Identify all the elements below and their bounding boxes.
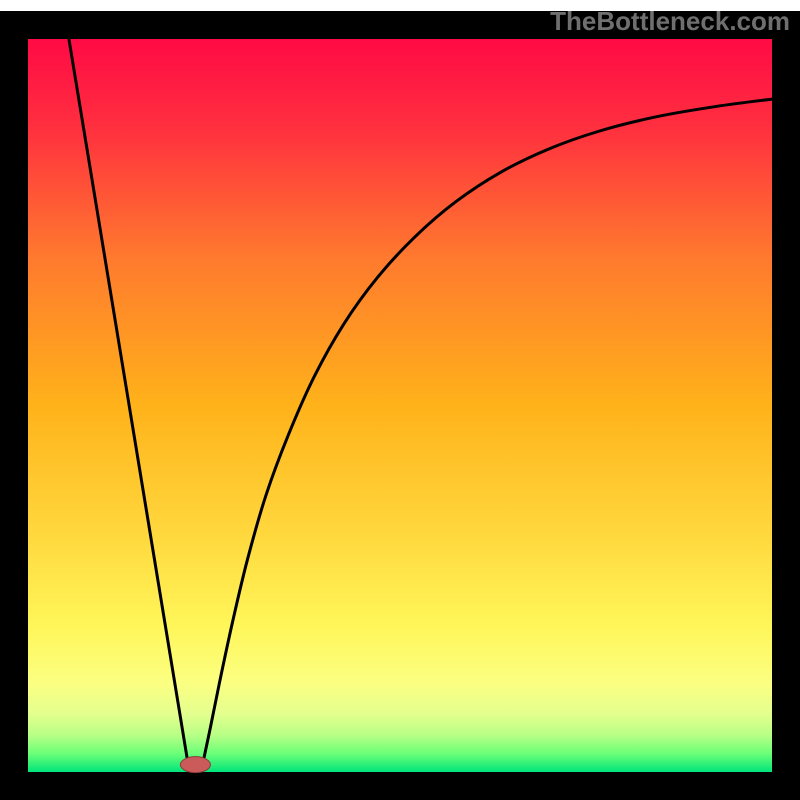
bottleneck-chart xyxy=(0,0,800,800)
optimum-marker xyxy=(180,757,210,773)
chart-container: { "canvas": { "width": 800, "height": 80… xyxy=(0,0,800,800)
plot-background xyxy=(28,39,772,772)
watermark-text: TheBottleneck.com xyxy=(550,6,790,37)
